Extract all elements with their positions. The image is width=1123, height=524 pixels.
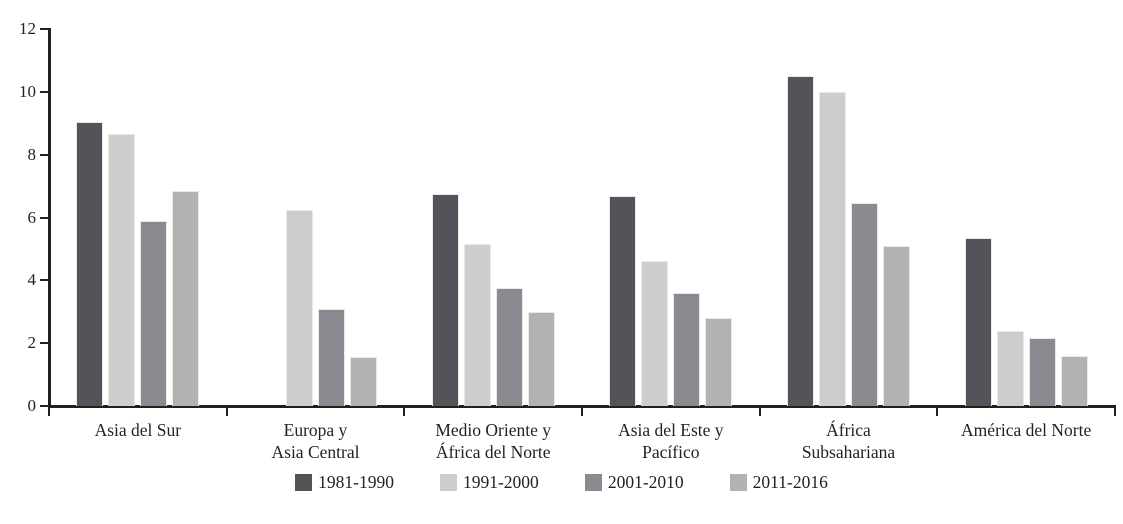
bar-1981-1990-cat5 bbox=[964, 237, 992, 406]
legend-swatch-icon bbox=[439, 474, 457, 491]
bar-2011-2016-cat0 bbox=[172, 190, 200, 406]
bar-1991-2000-cat4 bbox=[819, 91, 846, 406]
legend-label: 2011-2016 bbox=[752, 472, 828, 492]
y-axis-tick bbox=[40, 342, 49, 345]
bar-2011-2016-cat5 bbox=[1060, 355, 1088, 406]
bar-2011-2016-cat1 bbox=[350, 357, 377, 406]
legend-swatch-icon bbox=[295, 474, 313, 491]
y-axis-tick bbox=[40, 153, 49, 156]
x-axis-tick bbox=[936, 407, 939, 416]
legend-swatch-icon bbox=[584, 474, 602, 491]
y-axis-tick bbox=[40, 279, 49, 282]
y-axis-tick bbox=[40, 90, 49, 93]
y-tick-label: 10 bbox=[19, 81, 36, 101]
legend-label: 2001-2010 bbox=[607, 472, 684, 492]
bar-2001-2010-cat2 bbox=[495, 288, 523, 406]
bar-1991-2000-cat0 bbox=[108, 134, 136, 406]
legend-item-1991-2000: 1991-2000 bbox=[439, 472, 539, 493]
bar-2001-2010-cat4 bbox=[851, 203, 878, 406]
legend-label: 1991-2000 bbox=[462, 472, 539, 492]
bar-1991-2000-cat3 bbox=[641, 261, 669, 406]
bar-1981-1990-cat3 bbox=[609, 195, 637, 406]
category-label: Asia del Sur bbox=[94, 420, 182, 440]
category-label: Medio Oriente y África del Norte bbox=[435, 420, 551, 462]
bar-1981-1990-cat2 bbox=[431, 193, 459, 406]
bar-1981-1990-cat0 bbox=[76, 121, 104, 406]
legend-item-1981-1990: 1981-1990 bbox=[295, 472, 394, 493]
x-axis-tick bbox=[1114, 407, 1116, 416]
legend-swatch-icon bbox=[729, 474, 747, 491]
x-axis-tick bbox=[581, 407, 583, 416]
bar-1991-2000-cat1 bbox=[286, 209, 313, 406]
y-tick-label: 0 bbox=[27, 396, 37, 415]
x-axis-tick bbox=[758, 407, 761, 416]
bar-2001-2010-cat3 bbox=[673, 292, 701, 406]
bar-1991-2000-cat5 bbox=[996, 330, 1024, 406]
y-axis-tick bbox=[40, 28, 49, 30]
y-tick-label: 2 bbox=[27, 333, 37, 353]
y-tick-label: 12 bbox=[19, 19, 36, 38]
bar-2001-2010-cat5 bbox=[1028, 338, 1056, 406]
legend-item-2011-2016: 2011-2016 bbox=[729, 472, 828, 493]
bar-2001-2010-cat0 bbox=[140, 220, 168, 406]
x-axis-line bbox=[48, 405, 1116, 408]
y-tick-label: 8 bbox=[27, 144, 37, 164]
bar-2001-2010-cat1 bbox=[318, 308, 345, 406]
category-label: América del Norte bbox=[961, 420, 1092, 440]
category-label: Asia del Este y Pacífico bbox=[618, 420, 724, 462]
bar-1981-1990-cat4 bbox=[787, 76, 814, 406]
y-axis-line bbox=[48, 28, 51, 407]
bar-2011-2016-cat4 bbox=[883, 245, 910, 406]
bar-2011-2016-cat3 bbox=[705, 318, 733, 406]
bar-2011-2016-cat2 bbox=[527, 311, 555, 406]
y-axis-tick bbox=[40, 405, 49, 407]
y-tick-label: 6 bbox=[27, 207, 37, 227]
y-axis-tick bbox=[40, 216, 49, 219]
x-axis-tick bbox=[225, 407, 228, 416]
bar-1991-2000-cat2 bbox=[463, 244, 491, 406]
x-axis-tick bbox=[403, 407, 406, 416]
x-axis-tick bbox=[48, 407, 50, 416]
legend-label: 1981-1990 bbox=[318, 472, 394, 492]
y-tick-label: 4 bbox=[27, 270, 37, 290]
legend-item-2001-2010: 2001-2010 bbox=[584, 472, 684, 493]
chart-legend: 1981-1990 1991-2000 2001-2010 2011-2016 bbox=[0, 472, 1123, 493]
category-label: África Subsahariana bbox=[801, 420, 896, 462]
category-label: Europa y Asia Central bbox=[271, 420, 360, 462]
